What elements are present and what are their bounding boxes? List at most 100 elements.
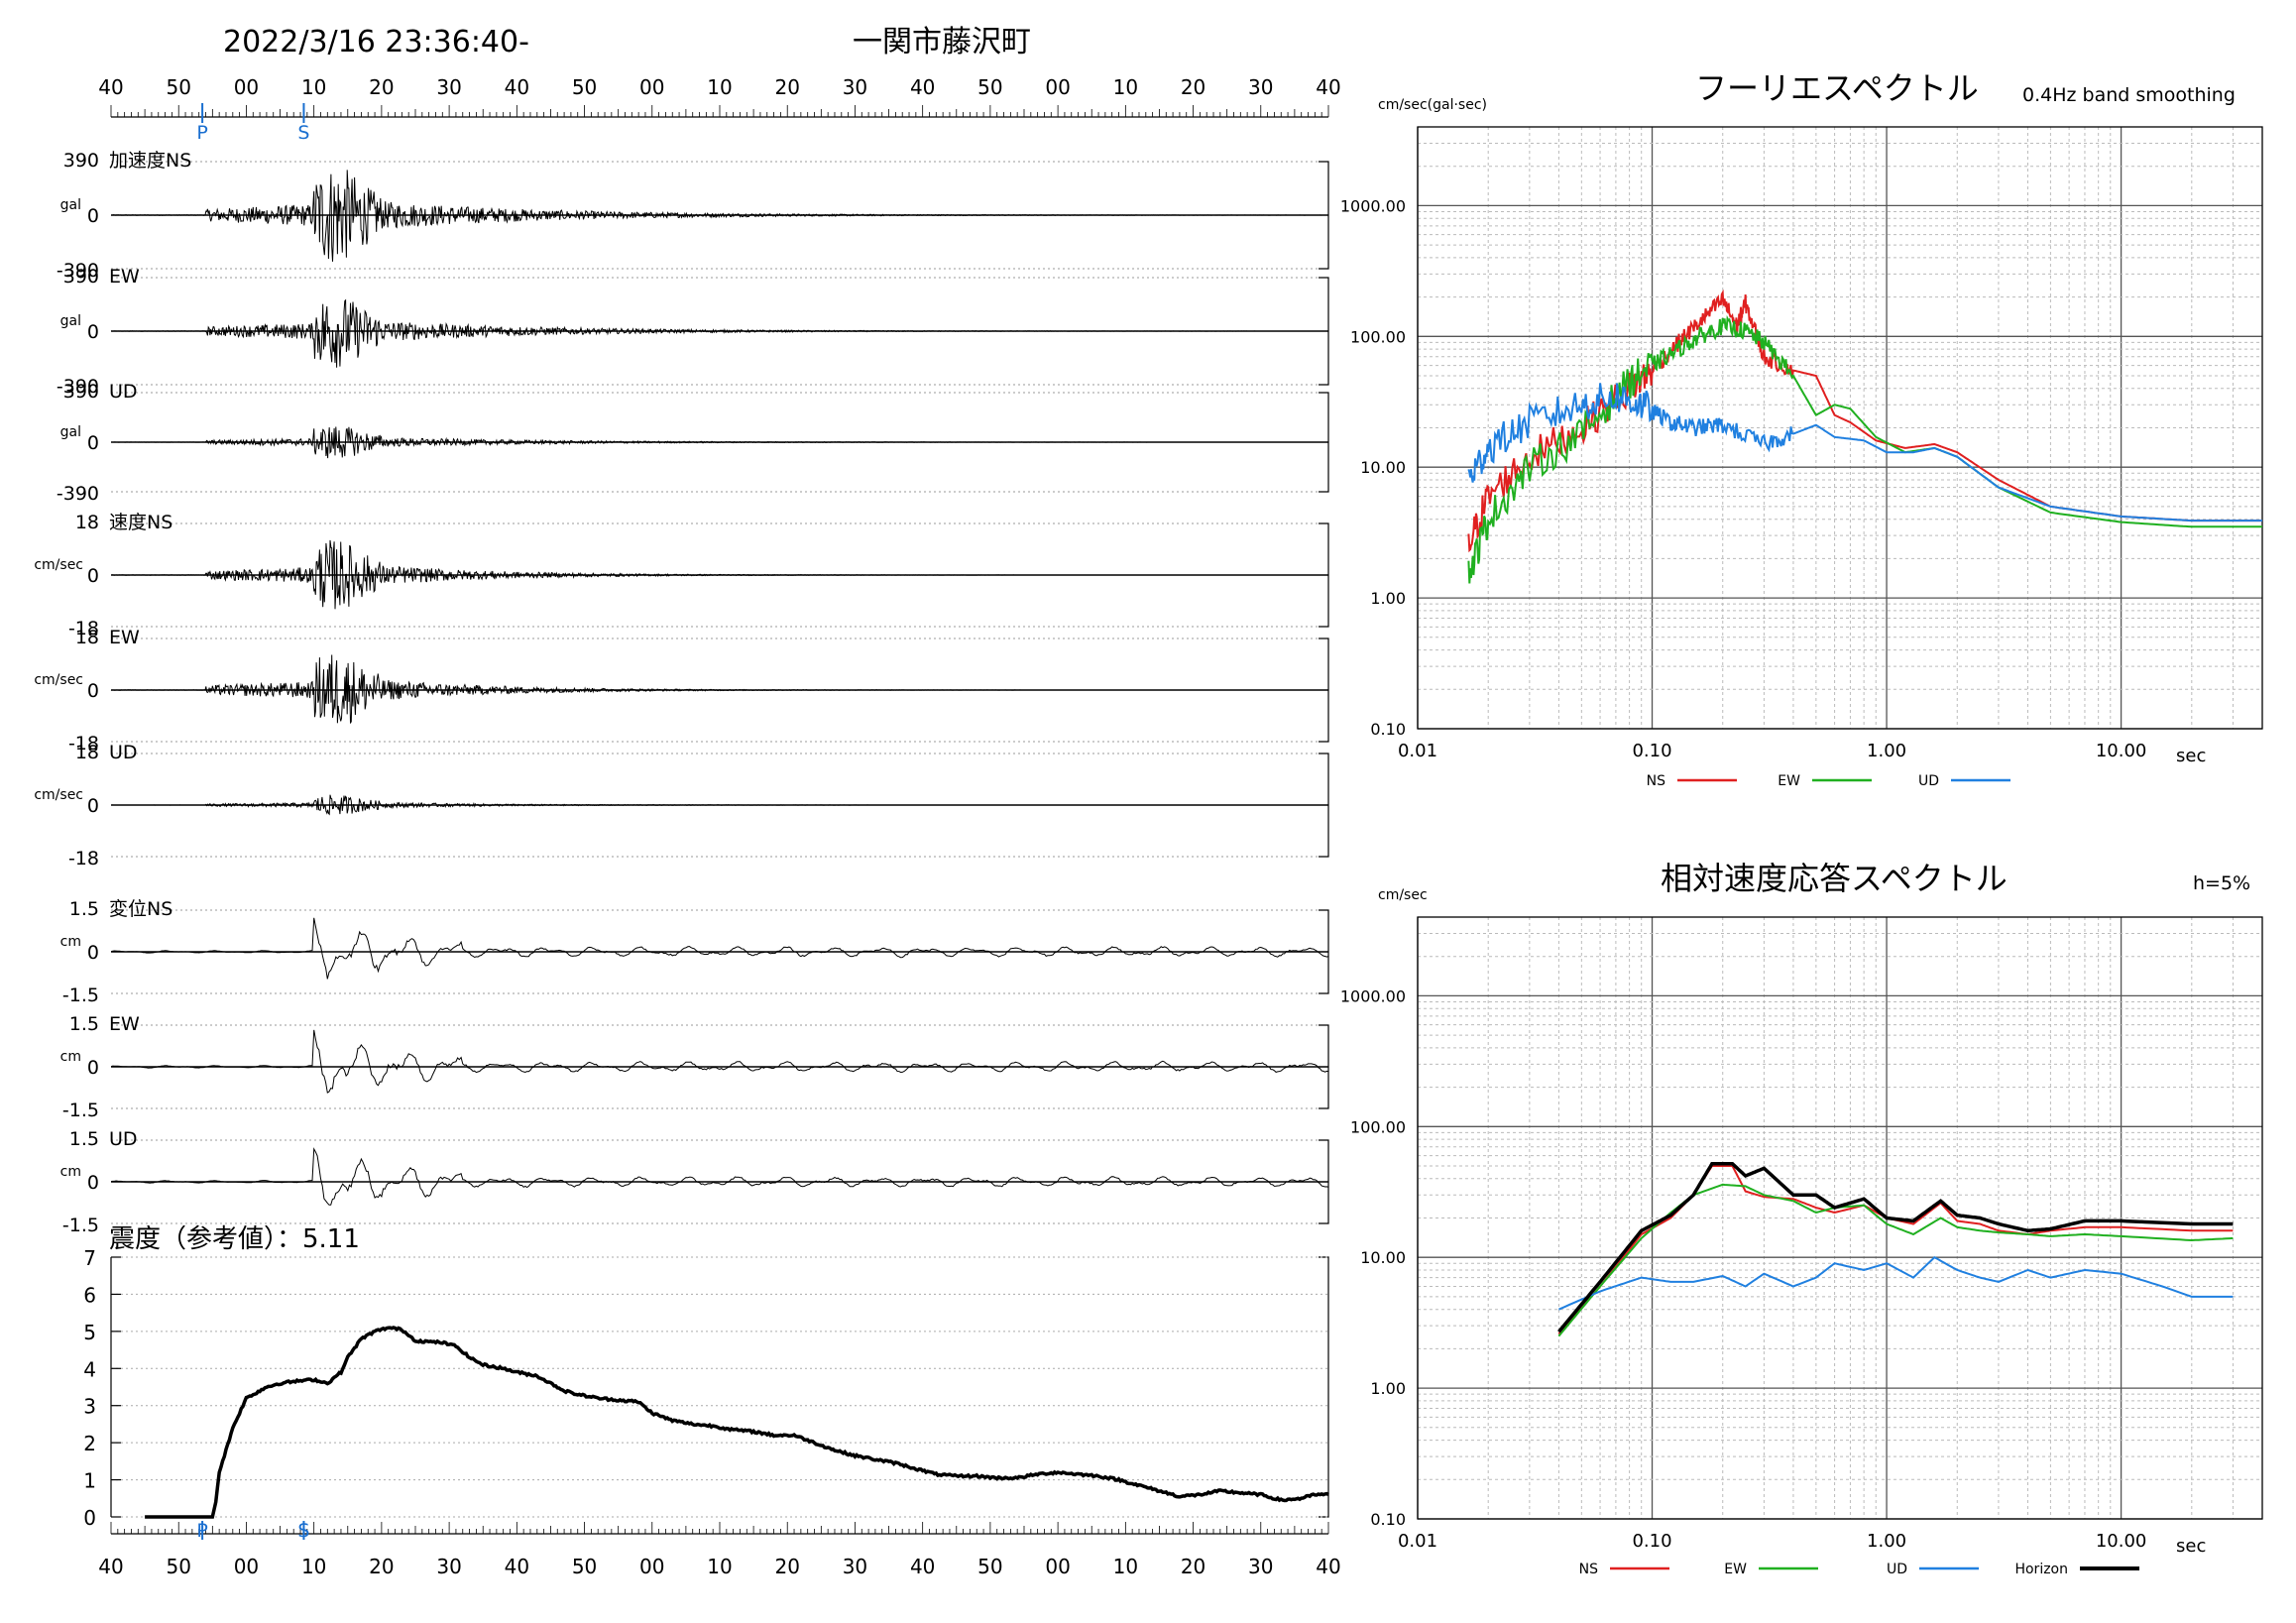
panel-label: UD bbox=[109, 742, 138, 763]
intensity-x-tick: 40 bbox=[505, 1555, 529, 1578]
time-tick-label: 00 bbox=[639, 75, 664, 99]
y-tick-label: 0.10 bbox=[1370, 720, 1406, 739]
time-tick-label: 40 bbox=[98, 75, 123, 99]
time-tick-label: 20 bbox=[1181, 75, 1205, 99]
waveform-panel-5: EW 18 0 -18 cm/sec bbox=[34, 627, 1329, 754]
intensity-y-tick: 3 bbox=[83, 1395, 96, 1419]
panel-unit: cm/sec bbox=[34, 557, 83, 573]
time-tick-label: 00 bbox=[1045, 75, 1070, 99]
intensity-x-tick: 10 bbox=[707, 1555, 732, 1578]
station-name: 一関市藤沢町 bbox=[853, 25, 1031, 59]
time-tick-label: 30 bbox=[1248, 75, 1273, 99]
waveform-trace bbox=[110, 917, 1329, 980]
panel-yzero: 0 bbox=[87, 565, 99, 587]
time-axis-top: 40 50 00 10 20 30 40 50 00 10 20 30 40 50 00 10 20 30 40 P S bbox=[98, 75, 1340, 144]
y-tick-label: 10.00 bbox=[1360, 458, 1406, 477]
waveform-trace bbox=[110, 1147, 1329, 1206]
time-tick-label: 50 bbox=[572, 75, 597, 99]
panel-yzero: 0 bbox=[87, 1057, 99, 1079]
panel-label: EW bbox=[109, 266, 140, 288]
series-ns bbox=[1557, 1165, 2234, 1335]
intensity-x-tick: 10 bbox=[1113, 1555, 1138, 1578]
intensity-y-tick: 7 bbox=[83, 1246, 96, 1270]
x-tick-label: 10.00 bbox=[2096, 1531, 2147, 1552]
waveform-panel-2: EW 390 0 -390 gal bbox=[57, 266, 1329, 398]
time-tick-label: 20 bbox=[369, 75, 394, 99]
waveform-panel-7: 変位NS 1.5 0 -1.5 cm bbox=[60, 898, 1329, 1006]
time-tick-label: 30 bbox=[843, 75, 867, 99]
x-tick-label: 10.00 bbox=[2096, 741, 2147, 761]
intensity-x-tick: 00 bbox=[1045, 1555, 1070, 1578]
panel-ymin: -18 bbox=[68, 848, 99, 869]
s-label: S bbox=[297, 122, 309, 144]
waveform-trace bbox=[110, 1029, 1329, 1094]
panel-yzero: 0 bbox=[87, 680, 99, 702]
y-tick-label: 1.00 bbox=[1370, 1379, 1406, 1398]
panel-yzero: 0 bbox=[87, 321, 99, 343]
p-label-bottom: P bbox=[196, 1520, 207, 1542]
header: 2022/3/16 23:36:40- 一関市藤沢町 bbox=[223, 25, 1031, 59]
intensity-title: 震度（参考値）：5.11 bbox=[109, 1224, 360, 1254]
time-tick-label: 50 bbox=[977, 75, 1002, 99]
x-tick-label: 0.01 bbox=[1398, 1531, 1437, 1552]
panel-unit: cm/sec bbox=[34, 672, 83, 688]
intensity-x-tick: 40 bbox=[910, 1555, 935, 1578]
time-tick-label: 20 bbox=[774, 75, 799, 99]
series-ew bbox=[1467, 314, 2262, 584]
legend-label: UD bbox=[1918, 773, 1939, 789]
panel-unit: cm bbox=[60, 934, 81, 950]
panel-ymax: 390 bbox=[63, 381, 99, 403]
waveform-panel-9: UD 1.5 0 -1.5 cm bbox=[60, 1128, 1329, 1236]
datetime-label: 2022/3/16 23:36:40- bbox=[223, 25, 529, 59]
panel-unit: cm bbox=[60, 1164, 81, 1180]
time-tick-label: 40 bbox=[505, 75, 529, 99]
panel-unit: gal bbox=[60, 313, 81, 329]
time-tick-label: 50 bbox=[166, 75, 190, 99]
response-title: 相対速度応答スペクトル bbox=[1661, 860, 2008, 897]
panel-ymin: -390 bbox=[57, 483, 99, 505]
panel-label: UD bbox=[109, 381, 138, 403]
legend-label: NS bbox=[1579, 1562, 1598, 1577]
response-spectrum-chart: 相対速度応答スペクトル h=5% cm/sec sec 0.01 0.10 1.00… bbox=[1340, 860, 2263, 1577]
panel-unit: gal bbox=[60, 197, 81, 213]
fourier-title: フーリエスペクトル bbox=[1695, 69, 1979, 107]
panel-ymax: 1.5 bbox=[69, 1128, 99, 1150]
panel-ymax: 390 bbox=[63, 150, 99, 172]
panel-unit: gal bbox=[60, 424, 81, 440]
intensity-y-tick: 6 bbox=[83, 1283, 96, 1307]
time-tick-label: 00 bbox=[234, 75, 259, 99]
waveform-trace bbox=[110, 298, 1328, 368]
panel-ymin: -1.5 bbox=[62, 985, 99, 1006]
waveform-trace bbox=[111, 794, 1328, 816]
p-label: P bbox=[196, 122, 207, 144]
panel-ymin: -1.5 bbox=[62, 1215, 99, 1236]
y-tick-label: 100.00 bbox=[1350, 1117, 1406, 1136]
panel-ymax: 1.5 bbox=[69, 898, 99, 920]
time-tick-label: 40 bbox=[1316, 75, 1340, 99]
series-ud bbox=[1558, 1255, 2234, 1311]
time-tick-label: 10 bbox=[301, 75, 326, 99]
intensity-x-tick: 10 bbox=[301, 1555, 326, 1578]
y-tick-label: 10.00 bbox=[1360, 1248, 1406, 1267]
intensity-x-tick: 30 bbox=[1248, 1555, 1273, 1578]
series-ns bbox=[1467, 289, 2262, 553]
panel-ymax: 18 bbox=[75, 627, 99, 648]
intensity-y-tick: 5 bbox=[83, 1321, 96, 1344]
y-tick-label: 0.10 bbox=[1370, 1510, 1406, 1529]
waveform-panel-8: EW 1.5 0 -1.5 cm bbox=[60, 1013, 1329, 1121]
panel-unit: cm bbox=[60, 1049, 81, 1065]
panel-ymax: 18 bbox=[75, 742, 99, 763]
response-xunit: sec bbox=[2176, 1536, 2206, 1557]
legend-label: NS bbox=[1647, 773, 1665, 789]
intensity-x-tick: 30 bbox=[436, 1555, 461, 1578]
intensity-x-tick: 20 bbox=[774, 1555, 799, 1578]
intensity-x-tick: 00 bbox=[234, 1555, 259, 1578]
x-tick-label: 0.10 bbox=[1632, 1531, 1671, 1552]
panel-ymin: -18 bbox=[68, 733, 99, 754]
x-tick-label: 1.00 bbox=[1867, 741, 1906, 761]
panel-ymin: -390 bbox=[57, 376, 99, 398]
legend-label: UD bbox=[1887, 1562, 1907, 1577]
intensity-x-tick: 50 bbox=[977, 1555, 1002, 1578]
panel-ymax: 18 bbox=[75, 512, 99, 533]
